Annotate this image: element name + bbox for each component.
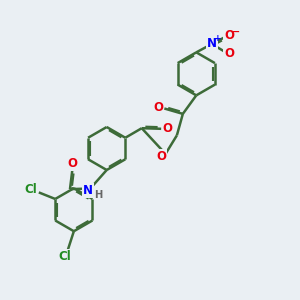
Text: O: O <box>156 150 166 163</box>
Text: O: O <box>224 47 234 60</box>
Text: O: O <box>224 29 234 42</box>
Text: Cl: Cl <box>24 183 37 196</box>
Text: +: + <box>214 34 221 43</box>
Text: O: O <box>153 101 164 114</box>
Text: Cl: Cl <box>58 250 71 263</box>
Text: H: H <box>94 190 103 200</box>
Text: N: N <box>207 38 217 50</box>
Text: N: N <box>83 184 93 197</box>
Text: O: O <box>163 122 173 135</box>
Text: −: − <box>232 26 240 37</box>
Text: O: O <box>68 157 78 169</box>
